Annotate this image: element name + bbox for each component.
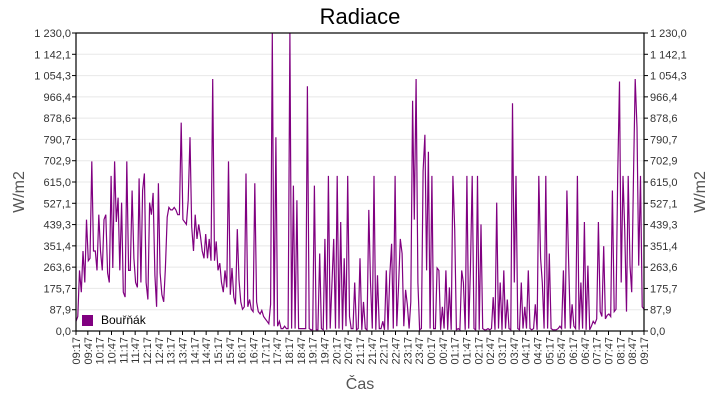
svg-text:702,9: 702,9 [650, 156, 678, 168]
svg-text:03:17: 03:17 [497, 337, 509, 365]
svg-text:966,4: 966,4 [650, 92, 678, 104]
svg-text:10:17: 10:17 [95, 337, 107, 365]
svg-text:20:17: 20:17 [331, 337, 343, 365]
svg-text:04:47: 04:47 [533, 337, 545, 365]
x-axis-label: Čas [345, 376, 375, 393]
svg-text:1 142,1: 1 142,1 [34, 49, 71, 61]
svg-text:11:47: 11:47 [130, 337, 142, 364]
svg-text:790,7: 790,7 [43, 134, 71, 146]
svg-text:23:17: 23:17 [402, 337, 414, 365]
svg-text:527,1: 527,1 [43, 198, 71, 210]
svg-text:615,0: 615,0 [650, 177, 678, 189]
x-axis: 09:17 09:47 10:17 10:47 11:17 11:47 12:17 12:47… [71, 331, 651, 365]
legend-swatch-icon [82, 314, 93, 326]
svg-text:08:17: 08:17 [615, 337, 627, 365]
svg-text:263,6: 263,6 [43, 262, 71, 274]
svg-text:14:47: 14:47 [201, 337, 213, 365]
svg-text:790,7: 790,7 [650, 134, 678, 146]
svg-text:21:47: 21:47 [367, 337, 379, 365]
svg-text:22:17: 22:17 [379, 337, 391, 365]
svg-text:527,1: 527,1 [650, 198, 678, 210]
svg-text:878,6: 878,6 [43, 113, 71, 125]
svg-text:263,6: 263,6 [650, 262, 678, 274]
chart-title: Radiace [319, 4, 401, 29]
svg-text:19:17: 19:17 [308, 337, 320, 365]
svg-text:966,4: 966,4 [43, 92, 71, 104]
svg-text:02:17: 02:17 [473, 337, 485, 365]
svg-text:17:17: 17:17 [260, 337, 272, 365]
svg-text:0,0: 0,0 [56, 326, 71, 338]
svg-text:07:47: 07:47 [604, 337, 616, 365]
svg-text:0,0: 0,0 [650, 326, 665, 338]
svg-text:12:17: 12:17 [142, 337, 154, 365]
svg-text:1 230,0: 1 230,0 [34, 28, 71, 40]
svg-text:878,6: 878,6 [650, 113, 678, 125]
svg-text:16:17: 16:17 [237, 337, 249, 365]
svg-text:13:47: 13:47 [178, 337, 190, 365]
svg-text:05:17: 05:17 [544, 337, 556, 365]
svg-text:702,9: 702,9 [43, 156, 71, 168]
svg-text:615,0: 615,0 [43, 177, 71, 189]
y-axis-left: 0,0 87,9 175,7 263,6 351,4 439,3 527,1 615,0 702… [34, 28, 76, 338]
svg-text:06:17: 06:17 [568, 337, 580, 365]
svg-text:00:17: 00:17 [426, 337, 438, 365]
svg-text:15:17: 15:17 [213, 337, 225, 365]
svg-text:16:47: 16:47 [249, 337, 261, 365]
svg-text:08:47: 08:47 [627, 337, 639, 365]
svg-text:1 142,1: 1 142,1 [650, 49, 687, 61]
svg-text:1 054,3: 1 054,3 [650, 71, 687, 83]
svg-text:175,7: 175,7 [650, 283, 678, 295]
svg-text:09:17: 09:17 [71, 337, 83, 365]
svg-text:1 230,0: 1 230,0 [650, 28, 687, 40]
svg-text:06:47: 06:47 [580, 337, 592, 365]
svg-text:18:47: 18:47 [296, 337, 308, 365]
svg-text:03:47: 03:47 [509, 337, 521, 365]
svg-text:09:47: 09:47 [83, 337, 95, 365]
y-axis-right: 0,0 87,9 175,7 263,6 351,4 439,3 527,1 615,0 702… [644, 28, 687, 338]
series-line [75, 32, 645, 331]
svg-text:18:17: 18:17 [284, 337, 296, 365]
svg-text:14:17: 14:17 [189, 337, 201, 365]
svg-text:439,3: 439,3 [43, 220, 71, 232]
svg-text:351,4: 351,4 [650, 241, 678, 253]
svg-text:175,7: 175,7 [43, 283, 71, 295]
svg-text:12:47: 12:47 [154, 337, 166, 365]
svg-text:439,3: 439,3 [650, 220, 678, 232]
legend-label: Bouřňák [101, 313, 146, 327]
svg-text:87,9: 87,9 [650, 305, 671, 317]
svg-text:351,4: 351,4 [43, 241, 71, 253]
y-axis-label-right: W/m2 [692, 171, 709, 213]
svg-text:09:17: 09:17 [639, 337, 651, 365]
svg-text:11:17: 11:17 [118, 337, 130, 364]
y-axis-label-left: W/m2 [11, 171, 28, 213]
svg-text:10:47: 10:47 [107, 337, 119, 365]
svg-text:21:17: 21:17 [355, 337, 367, 365]
legend: Bouřňák [82, 313, 146, 327]
svg-text:1 054,3: 1 054,3 [34, 71, 71, 83]
svg-text:05:47: 05:47 [556, 337, 568, 365]
svg-text:02:47: 02:47 [485, 337, 497, 365]
svg-text:01:47: 01:47 [462, 337, 474, 365]
svg-text:00:47: 00:47 [438, 337, 450, 365]
svg-text:07:17: 07:17 [592, 337, 604, 365]
svg-text:87,9: 87,9 [50, 305, 71, 317]
svg-text:22:47: 22:47 [391, 337, 403, 365]
svg-text:19:47: 19:47 [320, 337, 332, 365]
svg-text:13:17: 13:17 [166, 337, 178, 365]
svg-text:04:17: 04:17 [521, 337, 533, 365]
svg-text:20:47: 20:47 [343, 337, 355, 365]
svg-text:15:47: 15:47 [225, 337, 237, 365]
svg-text:17:47: 17:47 [272, 337, 284, 365]
svg-text:01:17: 01:17 [450, 337, 462, 365]
svg-text:23:47: 23:47 [414, 337, 426, 365]
